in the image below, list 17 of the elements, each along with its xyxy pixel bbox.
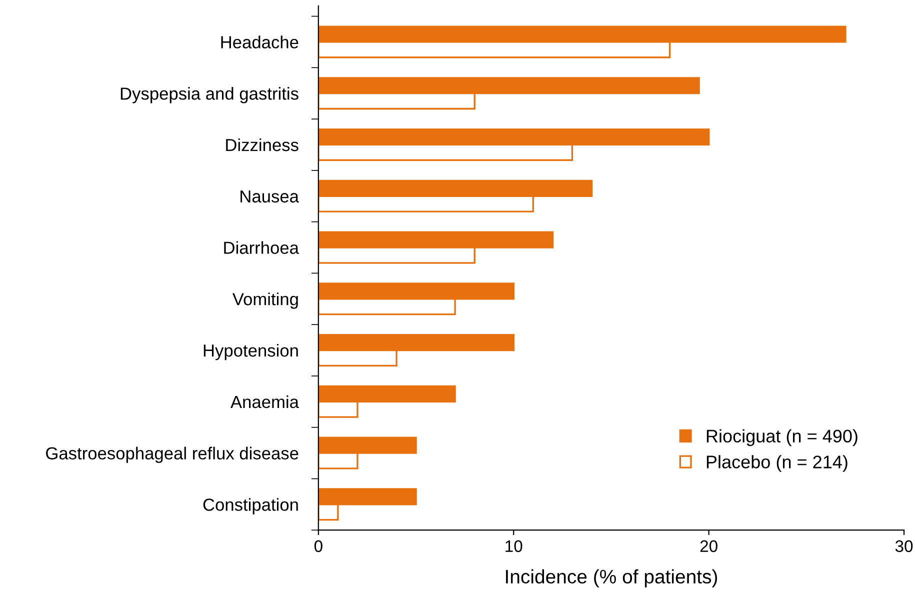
y-tick-label: Hypotension	[204, 344, 298, 360]
y-tick-label: Dyspepsia and gastritis	[120, 87, 298, 104]
y-tick-label: Vomiting	[232, 292, 298, 309]
y-tick-label: Headache	[221, 36, 298, 48]
y-tick-label: Constipation	[203, 498, 298, 514]
x-tick-label: 20	[700, 540, 718, 552]
legend-label: Riociguat (n = 490)	[706, 429, 858, 446]
y-tick-label: Gastroesophageal reflux disease	[46, 446, 298, 463]
y-tick-label: Nausea	[240, 190, 299, 203]
y-tick-label: Anaemia	[230, 395, 299, 408]
x-tick-label: 10	[506, 540, 522, 552]
legend-label: Placebo (n = 214)	[706, 455, 848, 472]
y-tick-label: Diarrhoea	[224, 241, 299, 254]
x-axis-title: Incidence (% of patients)	[506, 569, 718, 588]
y-tick-label: Dizziness	[226, 138, 298, 152]
x-tick-label: 30	[895, 540, 913, 552]
x-tick-label: 0	[314, 540, 322, 552]
